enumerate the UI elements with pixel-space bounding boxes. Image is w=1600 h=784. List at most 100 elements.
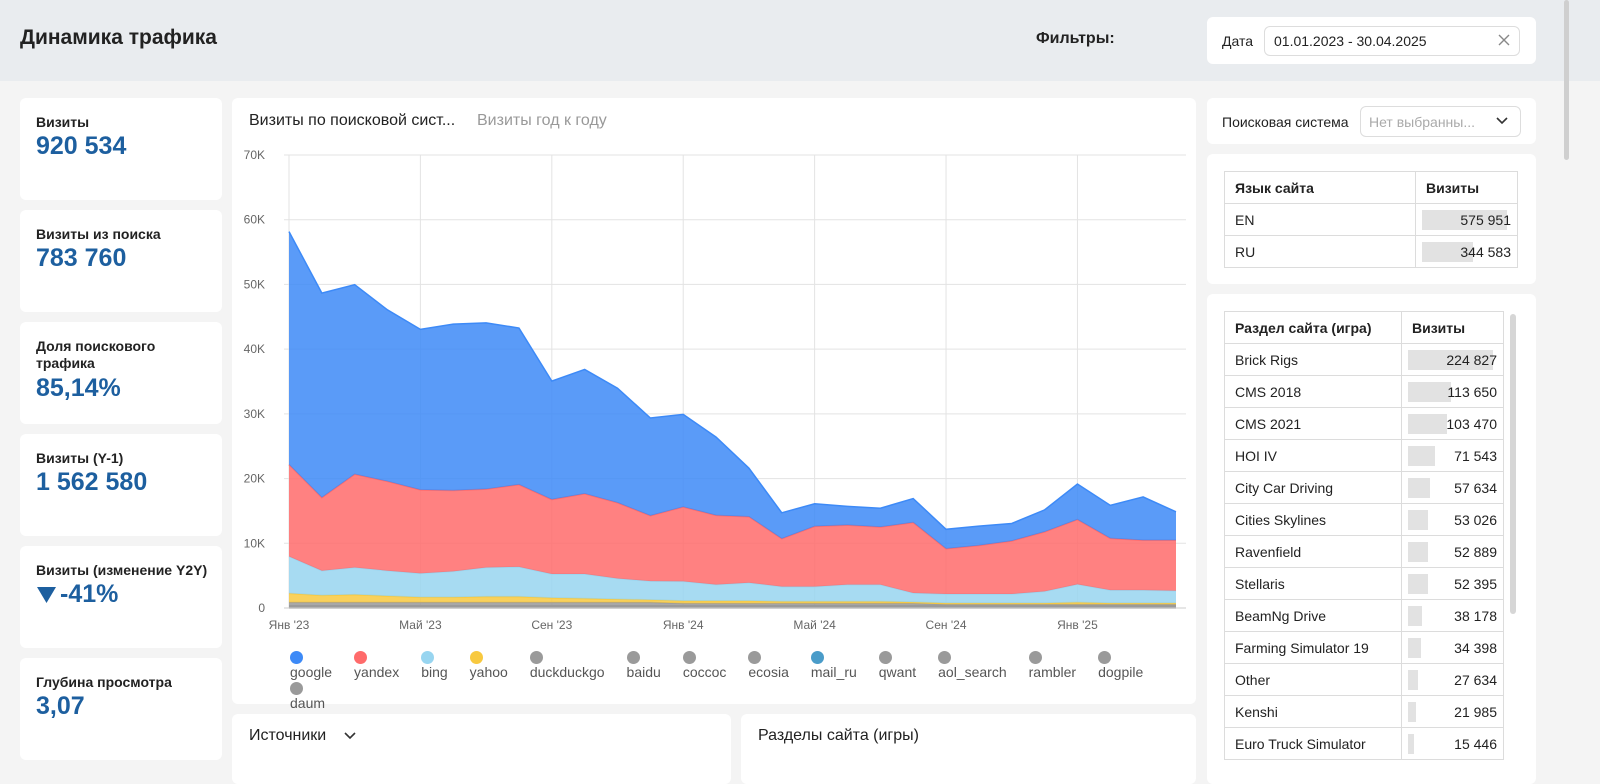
chevron-icon[interactable] [343, 731, 357, 741]
y-tick-label: 30K [244, 407, 265, 421]
legend-item[interactable]: google [290, 651, 332, 680]
y-tick-label: 0 [258, 601, 265, 615]
chart-tab[interactable]: Визиты год к году [477, 112, 607, 130]
legend-item[interactable]: bing [421, 651, 447, 680]
kpi-value: -41% [60, 580, 118, 609]
legend-item[interactable]: rambler [1029, 651, 1076, 680]
value-text: 103 470 [1446, 416, 1497, 432]
legend-item[interactable]: yandex [354, 651, 399, 680]
legend-item[interactable]: dogpile [1098, 651, 1143, 680]
table-row: City Car Driving 57 634 [1225, 472, 1504, 504]
legend-dot [290, 651, 303, 664]
row-label: HOI IV [1225, 440, 1402, 472]
x-tick-label: Янв '25 [1057, 618, 1098, 632]
date-value: 01.01.2023 - 30.04.2025 [1274, 33, 1427, 49]
kpi-value: 783 760 [36, 244, 126, 273]
legend-label: daum [290, 695, 325, 711]
y-tick-label: 60K [244, 213, 265, 227]
row-value: 53 026 [1402, 504, 1504, 536]
row-value: 344 583 [1416, 236, 1518, 268]
kpi-label: Доля поискового трафика [36, 338, 176, 372]
row-label: City Car Driving [1225, 472, 1402, 504]
row-label: CMS 2018 [1225, 376, 1402, 408]
search-filter-label: Поисковая система [1222, 114, 1349, 130]
kpi-label: Визиты [36, 114, 196, 131]
kpi-card: Визиты из поиска 783 760 [20, 210, 222, 312]
x-tick-label: Май '24 [793, 618, 836, 632]
row-value: 38 178 [1402, 600, 1504, 632]
value-bar [1408, 414, 1447, 434]
sources-card [232, 714, 731, 784]
kpi-label: Визиты (Y-1) [36, 450, 196, 467]
search-placeholder: Нет выбранны... [1369, 114, 1475, 130]
legend-item[interactable]: ecosia [748, 651, 788, 680]
legend-item[interactable]: qwant [879, 651, 916, 680]
table-row: Stellaris 52 395 [1225, 568, 1504, 600]
legend-label: yandex [354, 664, 399, 680]
table-row: HOI IV 71 543 [1225, 440, 1504, 472]
legend-item[interactable]: yahoo [470, 651, 508, 680]
value-text: 57 634 [1454, 480, 1497, 496]
value-bar [1408, 670, 1418, 690]
value-bar [1408, 382, 1451, 402]
legend-dot [879, 651, 892, 664]
value-bar [1408, 638, 1421, 658]
inner-scrollbar[interactable] [1510, 314, 1516, 614]
clear-icon[interactable] [1498, 34, 1510, 46]
x-tick-label: Сен '23 [531, 618, 572, 632]
kpi-value: 85,14% [36, 374, 121, 403]
legend-dot [1098, 651, 1111, 664]
legend-item[interactable]: daum [290, 682, 325, 711]
legend-item[interactable]: aol_search [938, 651, 1007, 680]
legend-item[interactable]: baidu [627, 651, 661, 680]
value-text: 27 634 [1454, 672, 1497, 688]
sources-title[interactable]: Источники [249, 727, 326, 745]
value-bar [1408, 446, 1435, 466]
row-value: 224 827 [1402, 344, 1504, 376]
header-row: Раздел сайта (игра)Визиты [1225, 312, 1504, 344]
column-header: Язык сайта [1225, 172, 1416, 204]
kpi-card: Визиты 920 534 [20, 98, 222, 200]
kpi-card: Доля поискового трафика 85,14% [20, 322, 222, 424]
page-scrollbar[interactable] [1564, 0, 1569, 160]
legend-dot [811, 651, 824, 664]
legend-dot [354, 651, 367, 664]
legend-item[interactable]: coccoc [683, 651, 727, 680]
x-tick-label: Май '23 [399, 618, 442, 632]
y-tick-label: 50K [244, 277, 265, 291]
row-label: RU [1225, 236, 1416, 268]
kpi-card: Глубина просмотра 3,07 [20, 658, 222, 760]
legend-dot [470, 651, 483, 664]
row-label: Kenshi [1225, 696, 1402, 728]
chart-tab-active[interactable]: Визиты по поисковой сист... [249, 112, 455, 130]
value-text: 52 395 [1454, 576, 1497, 592]
row-label: Brick Rigs [1225, 344, 1402, 376]
column-header: Визиты [1416, 172, 1518, 204]
row-value: 15 446 [1402, 728, 1504, 760]
chevron-icon[interactable] [1495, 116, 1509, 126]
legend-item[interactable]: duckduckgo [530, 651, 605, 680]
legend-dot [1029, 651, 1042, 664]
legend-label: qwant [879, 664, 916, 680]
row-label: Farming Simulator 19 [1225, 632, 1402, 664]
legend-label: mail_ru [811, 664, 857, 680]
y-tick-label: 40K [244, 342, 265, 356]
y-tick-label: 20K [244, 472, 265, 486]
row-label: Other [1225, 664, 1402, 696]
row-label: CMS 2021 [1225, 408, 1402, 440]
legend-item[interactable]: mail_ru [811, 651, 857, 680]
row-value: 71 543 [1402, 440, 1504, 472]
value-text: 71 543 [1454, 448, 1497, 464]
row-label: BeamNg Drive [1225, 600, 1402, 632]
legend-label: yahoo [470, 664, 508, 680]
row-value: 575 951 [1416, 204, 1518, 236]
value-bar [1408, 702, 1416, 722]
row-label: Stellaris [1225, 568, 1402, 600]
